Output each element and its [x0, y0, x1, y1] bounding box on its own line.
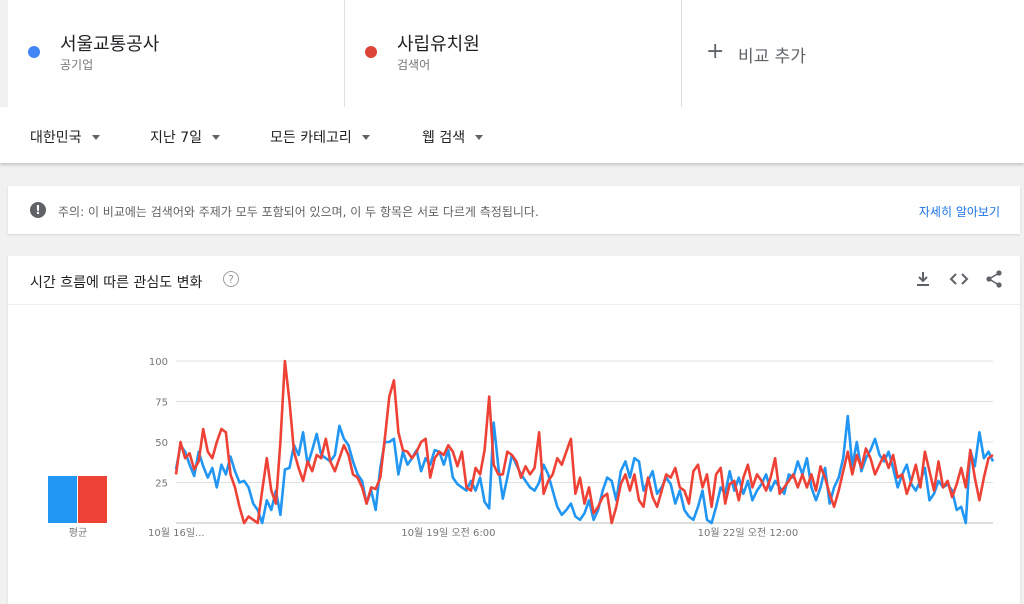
- term-2-type: 검색어: [397, 58, 431, 72]
- notice-prefix: 주의:: [58, 205, 85, 219]
- average-bars: 평균: [48, 476, 107, 539]
- search-type-value: 웹 검색: [422, 130, 466, 146]
- category-value: 모든 카테고리: [270, 130, 352, 146]
- learn-more-link[interactable]: 자세히 알아보기: [918, 205, 1000, 219]
- card-title: 시간 흐름에 따른 관심도 변화: [30, 275, 203, 291]
- card-divider: [8, 304, 1020, 305]
- help-icon[interactable]: ?: [223, 271, 239, 287]
- comparison-terms-bar: 서울교통공사 공기업 사립유치원 검색어 + 비교 추가: [8, 0, 1024, 108]
- search-type-dropdown[interactable]: 웹 검색: [422, 127, 484, 147]
- interest-over-time-card: 시간 흐름에 따른 관심도 변화 ? 25 50 75 100 평균 10월 16일.…: [8, 256, 1020, 604]
- x-tick-label: 10월 16일...: [148, 527, 205, 539]
- region-value: 대한민국: [30, 130, 82, 146]
- term-card-1[interactable]: 서울교통공사 공기업: [8, 0, 345, 107]
- y-tick-label: 100: [149, 357, 168, 368]
- x-tick-label: 10월 19일 오전 6:00: [401, 527, 495, 539]
- notice-body: 이 비교에는 검색어와 주제가 모두 포함되어 있으며, 이 두 항목은 서로 …: [84, 205, 539, 219]
- caret-down-icon: [361, 134, 370, 140]
- x-axis-labels: 10월 16일... 10월 19일 오전 6:00 10월 22일 오전 12:0…: [148, 527, 798, 539]
- notice-text: 주의: 이 비교에는 검색어와 주제가 모두 포함되어 있으며, 이 두 항목은…: [58, 203, 539, 220]
- term-1-name: 서울교통공사: [60, 34, 160, 55]
- series-line-2: [174, 359, 994, 525]
- term-card-2[interactable]: 사립유치원 검색어: [345, 0, 682, 107]
- term-2-name: 사립유치원: [397, 34, 480, 55]
- category-dropdown[interactable]: 모든 카테고리: [270, 127, 370, 147]
- average-label: 평균: [69, 527, 87, 539]
- average-bar: [78, 476, 107, 523]
- add-comparison-label: 비교 추가: [738, 47, 806, 67]
- plus-icon: +: [706, 39, 725, 64]
- term-2-color-dot: [365, 46, 377, 58]
- embed-code-icon[interactable]: [948, 268, 970, 290]
- filter-bar: 대한민국 지난 7일 모든 카테고리 웹 검색: [0, 107, 1024, 163]
- period-value: 지난 7일: [150, 130, 202, 146]
- warning-icon: !: [30, 202, 46, 218]
- average-bar: [48, 476, 77, 523]
- share-icon[interactable]: [983, 268, 1005, 290]
- chart-series: [174, 359, 995, 525]
- caret-down-icon: [475, 134, 484, 140]
- y-tick-label: 50: [155, 438, 168, 449]
- add-comparison-button[interactable]: + 비교 추가: [682, 0, 1018, 107]
- term-1-type: 공기업: [60, 58, 94, 72]
- period-dropdown[interactable]: 지난 7일: [150, 127, 220, 147]
- term-1-color-dot: [28, 46, 40, 58]
- series-line-1: [174, 414, 995, 525]
- y-tick-label: 75: [155, 398, 168, 409]
- x-tick-label: 10월 22일 오전 12:00: [698, 527, 799, 539]
- region-dropdown[interactable]: 대한민국: [30, 127, 100, 147]
- comparison-notice: ! 주의: 이 비교에는 검색어와 주제가 모두 포함되어 있으며, 이 두 항…: [8, 186, 1020, 234]
- y-tick-label: 25: [155, 479, 168, 490]
- caret-down-icon: [91, 134, 100, 140]
- caret-down-icon: [212, 134, 220, 140]
- download-icon[interactable]: [912, 268, 934, 290]
